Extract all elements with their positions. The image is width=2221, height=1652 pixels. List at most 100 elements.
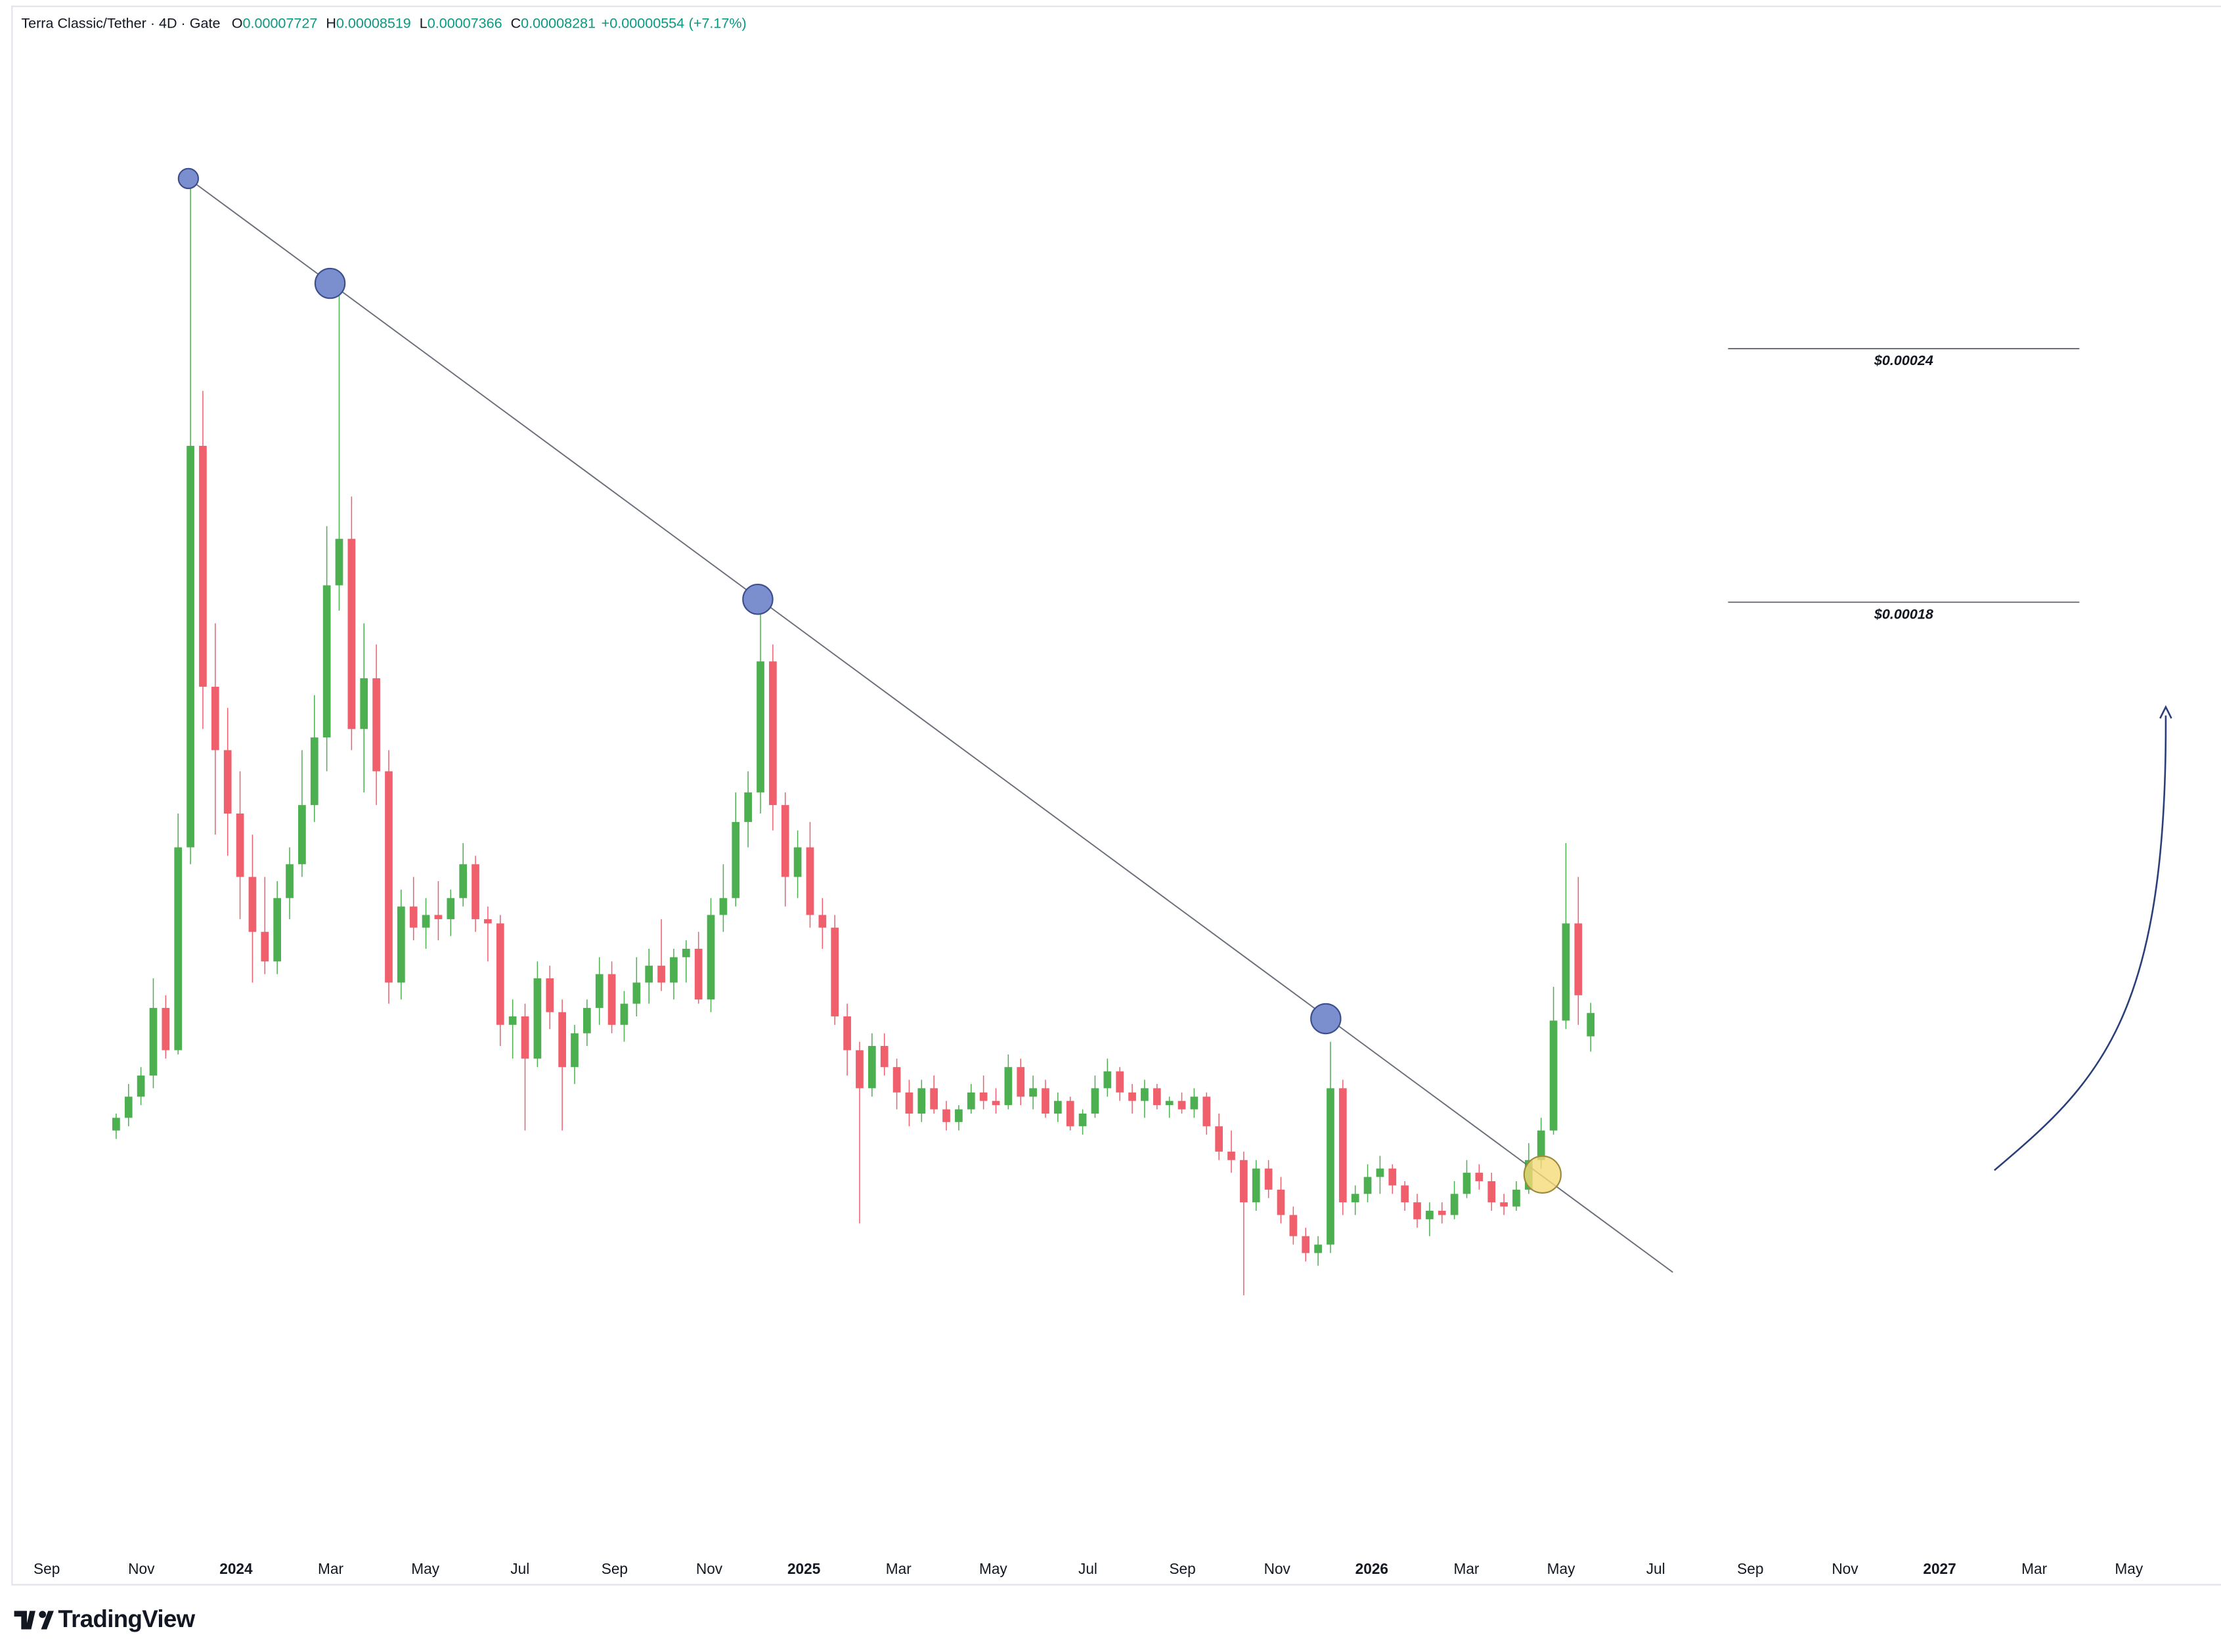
candle-body: [187, 446, 194, 848]
x-tick-label: Sep: [1169, 1560, 1195, 1577]
ohlc-label: O: [232, 14, 243, 31]
x-tick-label: 2025: [787, 1560, 820, 1577]
x-axis: Sep Nov 2024 Mar May Jul Sep Nov 2025 Mar May Jul Se…: [33, 1560, 2144, 1577]
candle-body: [1042, 1088, 1049, 1114]
candle-body: [347, 538, 356, 729]
candle-body: [1190, 1097, 1198, 1110]
candle-body: [1029, 1088, 1037, 1097]
candle-body: [1438, 1211, 1446, 1215]
candle-body: [892, 1067, 901, 1093]
watermark: TradingView: [58, 1605, 195, 1632]
candle-body: [1388, 1168, 1397, 1186]
candle-body: [571, 1033, 579, 1068]
ohlc-label: C: [511, 14, 521, 31]
candle-body: [818, 915, 827, 928]
candle-body: [732, 821, 740, 898]
candle-body: [645, 965, 653, 983]
candle-body: [397, 906, 405, 983]
candle-body: [583, 1008, 591, 1033]
x-tick-label: Jul: [1646, 1560, 1665, 1577]
candle-body: [484, 919, 492, 924]
x-tick-label: Mar: [886, 1560, 912, 1577]
projection-arrow: [1994, 715, 2167, 1171]
candle-body: [917, 1088, 926, 1114]
candle-body: [1487, 1181, 1496, 1203]
candle-body: [1376, 1168, 1384, 1177]
candle-body: [1054, 1100, 1062, 1114]
candle-body: [286, 864, 294, 898]
x-tick-label: May: [411, 1560, 439, 1577]
x-tick-label: Jul: [1078, 1560, 1097, 1577]
candle-body: [670, 957, 678, 983]
candle-body: [992, 1100, 1000, 1106]
breakout-marker: [1523, 1155, 1562, 1194]
ohlc-value: 0.00008281: [521, 14, 596, 31]
arrow-head: [2159, 705, 2172, 719]
candle-body: [112, 1118, 120, 1131]
candle-body: [868, 1046, 876, 1089]
candle-body: [372, 678, 380, 772]
candle-body: [793, 847, 802, 877]
candle-body: [1475, 1173, 1484, 1181]
symbol: Terra Classic/Tether · 4D · Gate: [21, 14, 220, 31]
x-tick-label: Mar: [1453, 1560, 1479, 1577]
x-tick-label: Mar: [318, 1560, 343, 1577]
candle-body: [1215, 1126, 1223, 1152]
candle-body: [620, 1003, 628, 1025]
ohlc-label: L: [420, 14, 428, 31]
candle-body: [856, 1050, 864, 1089]
candle-body: [261, 932, 269, 962]
candle-body: [1264, 1168, 1273, 1190]
candle-body: [1240, 1160, 1248, 1203]
touch-marker: [742, 584, 774, 615]
candle-body: [1277, 1189, 1285, 1215]
candle-body: [1078, 1113, 1087, 1127]
candle-body: [880, 1046, 889, 1068]
candle-body: [385, 771, 393, 983]
candle-body: [434, 915, 443, 919]
candle-body: [1177, 1100, 1186, 1110]
candle-body: [236, 814, 244, 877]
candle-body: [843, 1016, 851, 1051]
candle-body: [533, 978, 542, 1059]
candle-body: [607, 974, 616, 1025]
candle-body: [1017, 1067, 1025, 1097]
candle-body: [955, 1109, 963, 1122]
candle-body: [1426, 1211, 1434, 1219]
candle-body: [360, 678, 368, 729]
candle-body: [1004, 1067, 1013, 1106]
x-tick-label: Mar: [2021, 1560, 2047, 1577]
candle-body: [409, 906, 418, 928]
x-tick-label: 2024: [219, 1560, 253, 1577]
x-tick-label: Sep: [1737, 1560, 1763, 1577]
candle-body: [459, 864, 468, 898]
logo-mark: [41, 1611, 54, 1630]
candle-body: [1128, 1092, 1136, 1101]
candle-body: [595, 974, 604, 1009]
touch-marker: [177, 167, 200, 190]
candle-body: [1202, 1097, 1211, 1127]
candle-body: [979, 1092, 988, 1101]
candle-body: [930, 1088, 938, 1110]
candle-body: [1302, 1236, 1310, 1253]
candle-body: [942, 1109, 950, 1122]
candle-body: [248, 877, 257, 932]
candle-body: [1091, 1088, 1099, 1114]
candle-body: [1252, 1168, 1260, 1203]
candle-body: [1314, 1244, 1322, 1253]
candle-body: [744, 792, 752, 822]
x-tick-label: Sep: [602, 1560, 628, 1577]
candle-body: [447, 898, 455, 919]
candle-body: [322, 585, 331, 738]
trend-line: [188, 178, 1673, 1273]
candle-body: [546, 978, 554, 1012]
ohlc-value: 0.00008519: [336, 14, 411, 31]
candle-body: [757, 661, 764, 793]
candle-body: [967, 1092, 975, 1110]
levels: $0.00024 $0.00018: [1728, 348, 2080, 622]
ohlc-value: 0.00007727: [242, 14, 317, 31]
candles: [112, 179, 1595, 1295]
